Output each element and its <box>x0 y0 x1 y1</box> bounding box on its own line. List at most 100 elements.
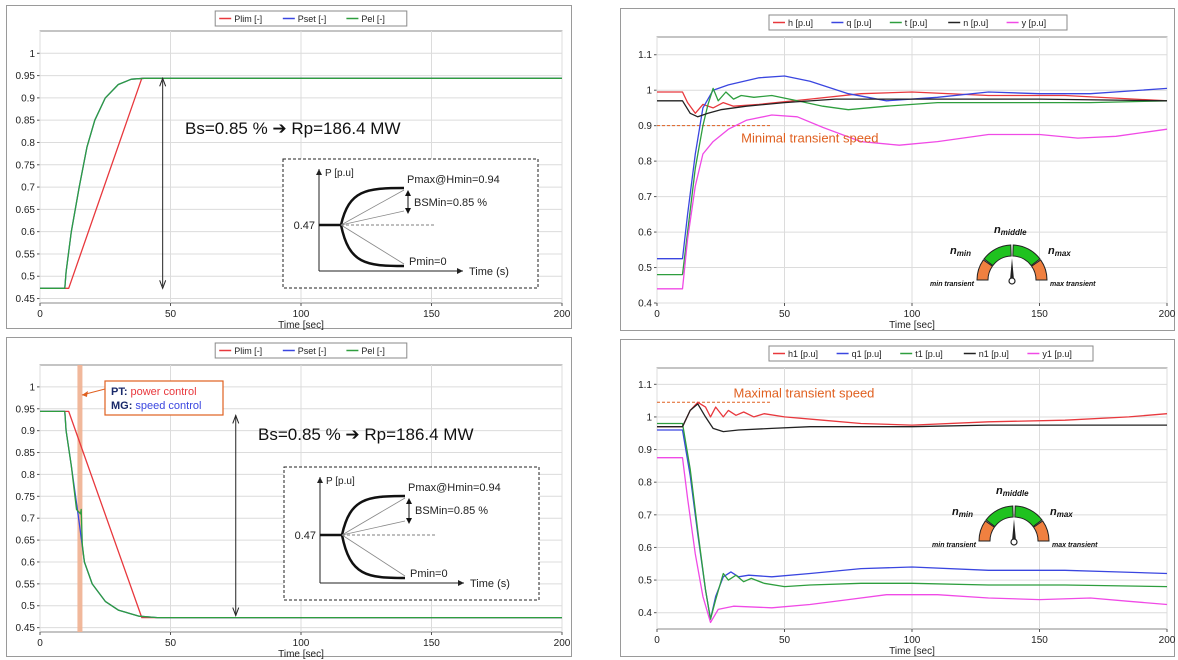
gauge-label-nmax: nmax <box>1050 506 1073 519</box>
gauge-label-nmax-sub: max <box>1055 249 1072 258</box>
gauge-label-min-transient: min transient <box>930 281 975 288</box>
legend-label-3: n1 [p.u] <box>979 349 1009 359</box>
x-tick-label: 100 <box>904 635 921 646</box>
inset-thin-lower <box>341 534 406 577</box>
y-tick-label: 0.9 <box>638 121 652 132</box>
x-tick-label: 50 <box>779 635 791 646</box>
gauge-label-nmiddle-main: n <box>996 485 1003 497</box>
gauge-label-nmax-sub: max <box>1057 510 1074 519</box>
x-tick-label: 200 <box>1159 309 1176 320</box>
series-line-2 <box>40 77 562 289</box>
gauge-hub <box>1010 538 1018 546</box>
gauge-label-nmin-sub: min <box>957 249 971 258</box>
inset-thin-mid <box>341 520 406 536</box>
gauge-label-nmin-main: n <box>952 506 959 518</box>
y-tick-label: 0.45 <box>16 623 36 634</box>
callout-pt-key: PT: <box>111 386 128 398</box>
reference-line-label: Maximal transient speed <box>734 385 875 400</box>
y-tick-label: 0.6 <box>638 228 652 239</box>
callout-mg-line: MG: speed control <box>111 400 201 412</box>
legend-label-0: h [p.u] <box>788 18 813 28</box>
gauge-segment-max-transient <box>1030 259 1048 281</box>
y-tick-label: 0.75 <box>16 492 36 503</box>
gauge-segment-max <box>1012 244 1041 267</box>
gauge-segment-min-transient <box>978 520 996 542</box>
series-line-3 <box>657 98 1168 118</box>
annotation-text: Bs=0.85 % ➔ Rp=186.4 MW <box>258 425 474 444</box>
inset-thin-upper <box>340 189 405 226</box>
legend-label-0: h1 [p.u] <box>788 349 818 359</box>
gauge-hub <box>1008 277 1016 285</box>
x-axis-label: Time [sec] <box>889 646 935 657</box>
y-tick-label: 0.85 <box>16 448 36 459</box>
x-tick-label: 150 <box>1031 635 1048 646</box>
gauge-needle <box>1012 519 1016 541</box>
y-tick-label: 0.7 <box>638 192 652 203</box>
y-tick-label: 1 <box>29 49 35 60</box>
x-tick-label: 0 <box>37 309 43 320</box>
chart-panel-speed-ramp-down: 0.4 0.5 0.6 0.7 0.8 0.9 1 1.1 0 50 100 150 200 Time [… <box>620 339 1176 657</box>
range-arrow-head-bottom <box>159 280 167 290</box>
inset-bottom-label: Pmin=0 <box>410 568 448 580</box>
y-tick-label: 0.8 <box>21 138 35 149</box>
y-tick-label: 0.6 <box>21 557 35 568</box>
x-tick-label: 50 <box>165 638 177 649</box>
gauge-label-max-transient: max transient <box>1050 281 1096 288</box>
gauge-segment-max-transient <box>1032 520 1050 542</box>
highlight-band <box>77 365 83 632</box>
range-arrow-head-top <box>159 76 167 87</box>
inset-band-arrow-bottom <box>406 518 412 524</box>
y-tick-label: 0.9 <box>21 93 35 104</box>
y-tick-label: 0.85 <box>16 116 36 127</box>
reference-line-label: Minimal transient speed <box>741 131 878 146</box>
gauge-segment-min-transient <box>976 259 994 281</box>
inset-upper-curve <box>339 186 405 226</box>
inset-lower-curve <box>339 224 405 268</box>
y-tick-label: 0.4 <box>638 299 652 310</box>
series-line-0 <box>657 401 1168 428</box>
chart-speed-ramp-up: 0.4 0.5 0.6 0.7 0.8 0.9 1 1.1 0 50 100 150 200 Time [… <box>638 14 1176 331</box>
series-line-2 <box>657 87 1168 276</box>
legend <box>768 14 1068 31</box>
x-tick-label: 100 <box>904 309 921 320</box>
inset-x-label: Time (s) <box>469 266 509 278</box>
inset-x-arrow <box>458 580 464 586</box>
annotation-text: Bs=0.85 % ➔ Rp=186.4 MW <box>185 119 401 138</box>
y-tick-label: 0.45 <box>16 294 36 305</box>
x-tick-label: 150 <box>1031 309 1048 320</box>
x-tick-label: 150 <box>423 638 440 649</box>
inset-upper-curve <box>340 494 406 536</box>
inset-start-label: 0.47 <box>295 530 316 542</box>
chart-panel-speed-ramp-up: 0.4 0.5 0.6 0.7 0.8 0.9 1 1.1 0 50 100 150 200 Time [… <box>620 8 1176 331</box>
inset-top-label: Pmax@Hmin=0.94 <box>407 174 500 186</box>
y-tick-label: 0.7 <box>638 510 652 521</box>
legend-label-2: t [p.u] <box>905 18 928 28</box>
legend-label-1: q1 [p.u] <box>852 349 882 359</box>
inset-band-label: BSMin=0.85 % <box>415 505 488 517</box>
gauge-label-nmin: nmin <box>952 506 973 519</box>
x-tick-label: 200 <box>1159 635 1176 646</box>
y-tick-label: 0.7 <box>21 514 35 525</box>
y-tick-label: 0.95 <box>16 71 36 82</box>
chart-power-ramp-up: 0.45 0.5 0.55 0.6 0.65 0.7 0.75 0.8 0.85 0.9 0.95 1… <box>16 10 571 331</box>
gauge-label-nmiddle-sub: middle <box>1003 489 1029 498</box>
gauge-needle <box>1010 258 1014 280</box>
chart-speed-ramp-down: 0.4 0.5 0.6 0.7 0.8 0.9 1 1.1 0 50 100 150 200 Time [… <box>638 345 1176 657</box>
range-arrow-head-bottom <box>232 607 240 617</box>
gauge-label-nmax-main: n <box>1050 506 1057 518</box>
gauge-segment-max <box>1014 505 1043 528</box>
legend-label-2: Pel [-] <box>361 14 385 24</box>
series-line-2 <box>40 410 562 619</box>
callout-pointer-head <box>81 391 88 397</box>
gauge-label-nmax: nmax <box>1048 245 1071 258</box>
inset-y-arrow <box>316 169 322 175</box>
y-tick-label: 0.75 <box>16 160 36 171</box>
legend-label-1: Pset [-] <box>298 14 327 24</box>
inset-top-label: Pmax@Hmin=0.94 <box>408 482 501 494</box>
callout-pt-line: PT: power control <box>111 386 197 398</box>
gauge-segment-min <box>983 244 1012 267</box>
callout-mg-key: MG: <box>111 400 132 412</box>
legend-label-4: y1 [p.u] <box>1042 349 1072 359</box>
series-line-4 <box>657 457 1168 624</box>
x-tick-label: 0 <box>654 309 660 320</box>
